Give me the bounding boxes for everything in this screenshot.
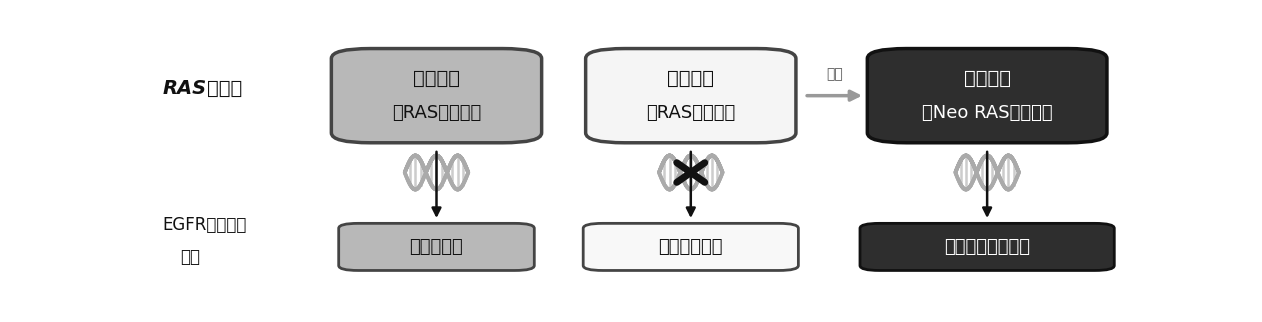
Text: 変異なし: 変異なし	[413, 69, 459, 88]
Text: 変化: 変化	[827, 68, 843, 81]
FancyBboxPatch shape	[338, 223, 534, 270]
Text: 期待できない: 期待できない	[659, 238, 723, 256]
Text: 期待できる可能性: 期待できる可能性	[944, 238, 1030, 256]
Text: 変異あり: 変異あり	[668, 69, 714, 88]
Text: EGFR阻害薬の: EGFR阻害薬の	[163, 216, 247, 233]
FancyBboxPatch shape	[586, 49, 796, 143]
Text: （Neo RAS野生型）: （Neo RAS野生型）	[921, 104, 1053, 122]
Text: 期待できる: 期待できる	[410, 238, 463, 256]
Text: 変異なし: 変異なし	[964, 69, 1011, 88]
FancyBboxPatch shape	[583, 223, 799, 270]
Text: RAS: RAS	[163, 79, 207, 98]
Text: 効果: 効果	[180, 248, 201, 266]
Text: （RAS変異型）: （RAS変異型）	[646, 104, 736, 122]
FancyBboxPatch shape	[859, 223, 1114, 270]
Text: 遺伝子: 遺伝子	[207, 79, 242, 98]
FancyBboxPatch shape	[332, 49, 541, 143]
Text: （RAS野生型）: （RAS野生型）	[392, 104, 481, 122]
FancyBboxPatch shape	[867, 49, 1107, 143]
